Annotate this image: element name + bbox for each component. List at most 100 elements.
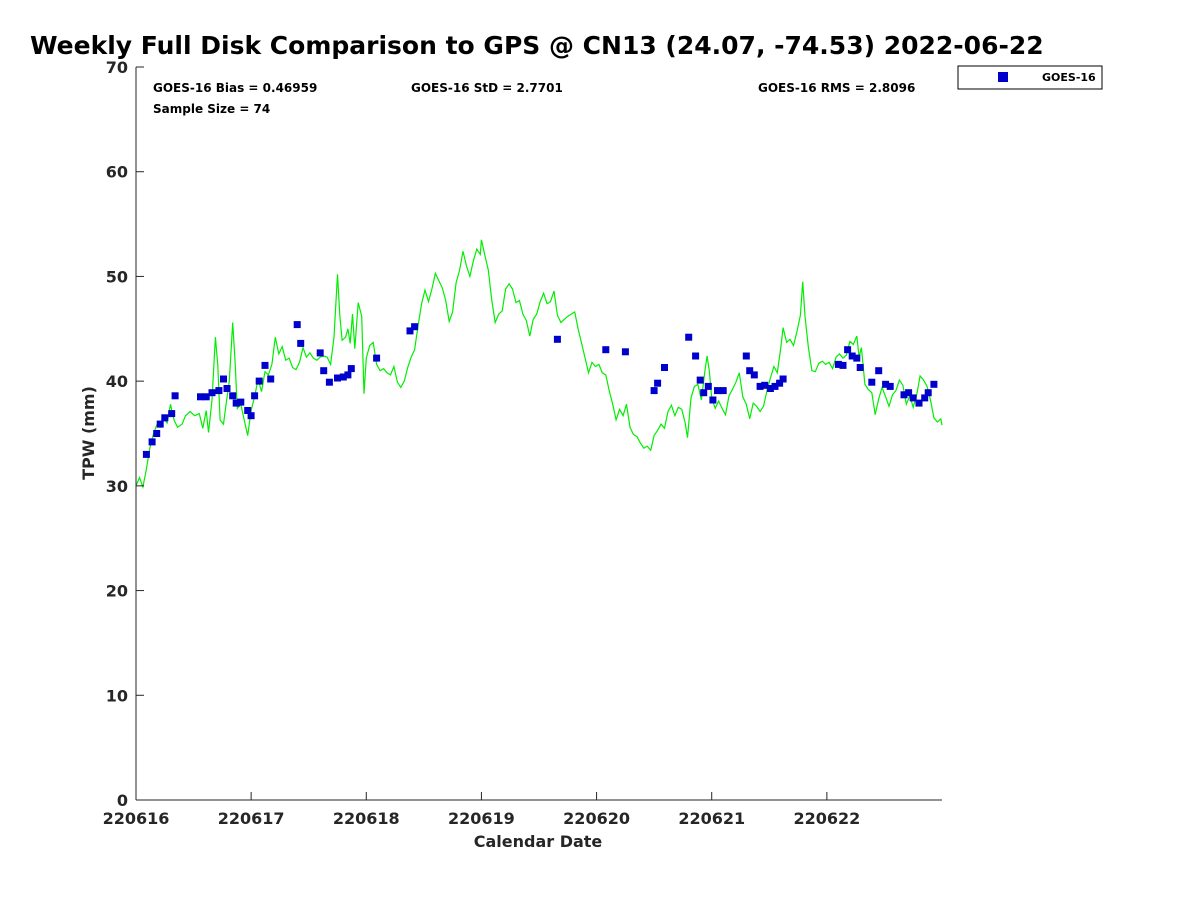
goes16-point: [334, 374, 341, 382]
y-axis-label: TPW (mm): [79, 386, 98, 480]
goes16-point: [297, 339, 305, 347]
goes16-point: [839, 361, 847, 369]
gps-series-line: [135, 239, 943, 490]
goes16-point: [875, 367, 883, 375]
goes16-point: [255, 377, 263, 385]
goes16-point: [915, 399, 923, 407]
goes16-point: [320, 367, 328, 375]
x-tick-label: 220618: [333, 809, 400, 828]
goes16-point: [779, 375, 787, 383]
goes16-point: [654, 379, 662, 387]
y-tick-label: 70: [106, 58, 128, 77]
y-tick-label: 30: [106, 477, 128, 496]
rms-stat: GOES-16 RMS = 2.8096: [758, 81, 915, 95]
goes16-point: [700, 389, 708, 397]
x-tick-label: 220617: [218, 809, 285, 828]
x-tick-label: 220622: [793, 809, 860, 828]
goes16-point: [347, 365, 355, 373]
goes16-point: [650, 387, 658, 395]
goes16-point: [886, 382, 894, 390]
goes16-point: [261, 361, 269, 369]
goes16-point: [756, 382, 764, 390]
goes16-point: [750, 371, 758, 379]
y-tick-label: 0: [117, 791, 128, 810]
goes16-point: [719, 387, 727, 395]
chart-title: Weekly Full Disk Comparison to GPS @ CN1…: [30, 31, 1044, 60]
goes16-point: [921, 394, 929, 402]
goes16-point: [156, 420, 164, 428]
legend-marker-goes16: [998, 72, 1008, 82]
goes16-point: [251, 392, 259, 400]
goes16-point: [900, 391, 908, 399]
goes16-point: [909, 394, 917, 402]
goes16-point: [905, 389, 913, 397]
std-stat: GOES-16 StD = 2.7701: [411, 81, 563, 95]
goes16-point: [325, 378, 333, 386]
goes16-point: [237, 398, 245, 406]
goes16-point: [244, 407, 252, 414]
bias-stat: GOES-16 Bias = 0.46959: [153, 81, 317, 95]
goes16-point: [853, 354, 861, 362]
goes16-point: [621, 348, 629, 356]
goes16-point: [208, 389, 216, 397]
goes16-point: [220, 375, 227, 383]
goes16-point: [316, 349, 324, 357]
goes16-point: [411, 323, 419, 331]
goes16-point: [685, 333, 693, 341]
x-tick-label: 220619: [448, 809, 515, 828]
goes16-point: [223, 385, 231, 392]
goes16-point: [171, 392, 179, 400]
goes16-point: [746, 367, 754, 375]
goes16-point: [142, 450, 150, 458]
goes16-point: [161, 414, 169, 422]
goes16-point: [692, 352, 700, 360]
goes16-point: [868, 378, 876, 386]
goes16-point: [232, 399, 240, 407]
goes16-point: [229, 392, 237, 400]
legend-box: [957, 65, 1103, 90]
goes16-point: [553, 335, 561, 343]
axes: 0 10 20 30 40 50 60 70 220616 220617 220618 220619 2…: [103, 58, 942, 828]
x-tick-label: 220621: [678, 809, 745, 828]
goes16-point: [661, 364, 668, 371]
gps-line-layer: [135, 239, 943, 490]
goes16-point: [215, 387, 223, 395]
goes16-point: [771, 382, 779, 390]
legend: GOES-16: [957, 65, 1103, 90]
legend-label-goes16: GOES-16: [1042, 71, 1096, 84]
goes16-point: [776, 379, 784, 387]
goes16-point: [761, 381, 769, 389]
y-tick-label: 10: [106, 686, 128, 705]
plot-area: [136, 67, 942, 800]
goes16-point: [766, 385, 774, 392]
goes16-point: [344, 371, 352, 379]
goes16-point: [373, 354, 381, 362]
y-tick-label: 40: [106, 372, 128, 391]
goes16-point: [148, 438, 156, 446]
x-tick-label: 220616: [103, 809, 170, 828]
goes16-point: [714, 387, 721, 395]
goes16-marker-layer: [142, 321, 938, 458]
goes16-point: [856, 364, 864, 371]
goes16-point: [197, 393, 204, 401]
goes16-point: [602, 346, 610, 354]
goes16-point: [696, 376, 704, 384]
goes16-point: [247, 412, 255, 420]
goes16-point: [709, 396, 717, 404]
goes16-point: [153, 430, 161, 437]
goes16-point: [930, 380, 938, 388]
goes16-point: [168, 410, 176, 418]
goes16-point: [202, 393, 210, 401]
goes16-point: [267, 375, 275, 383]
x-axis-label: Calendar Date: [474, 832, 603, 851]
goes16-point: [339, 373, 347, 381]
goes16-point: [742, 352, 750, 360]
y-tick-label: 20: [106, 582, 128, 601]
y-tick-label: 50: [106, 267, 128, 286]
goes16-point: [834, 360, 842, 368]
sample-size-stat: Sample Size = 74: [153, 102, 270, 116]
goes16-point: [406, 327, 414, 335]
goes16-point: [848, 352, 856, 360]
goes16-point: [293, 321, 301, 329]
